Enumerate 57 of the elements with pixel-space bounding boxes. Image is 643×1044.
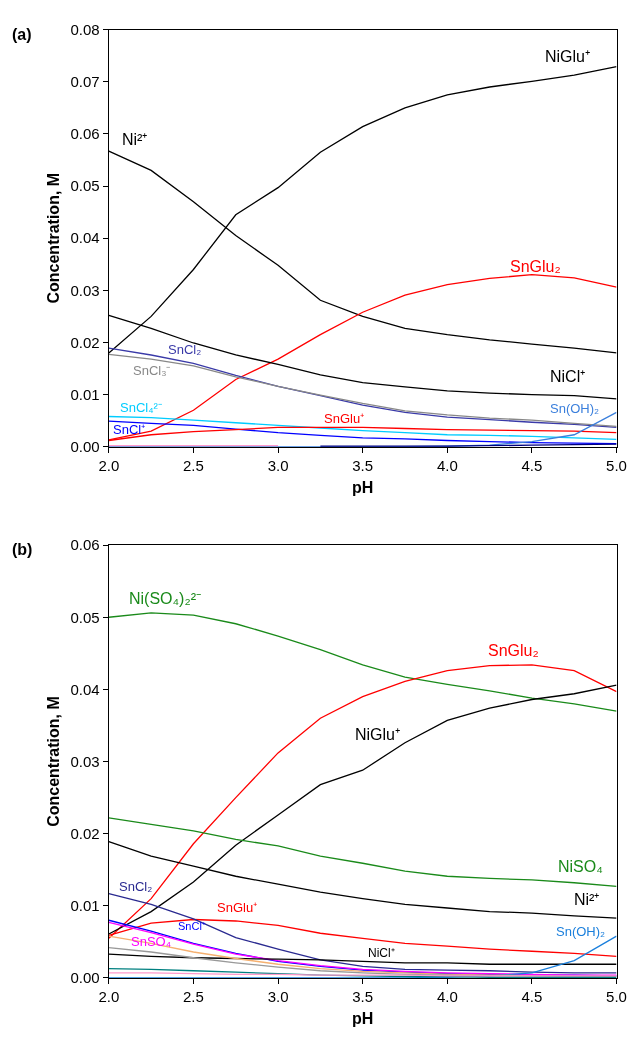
chart-title: (b): [12, 541, 33, 558]
x-tick-label: 2.5: [183, 988, 204, 1006]
y-tick-label: 0.04: [70, 680, 100, 698]
y-tick-label: 0.03: [70, 752, 100, 770]
series-label: SnCl⁺: [178, 920, 206, 932]
series-label: SnGlu₂: [510, 258, 561, 275]
series-label: NiSO₄: [558, 858, 603, 875]
chart-title: (a): [12, 26, 32, 43]
series-label: Ni²⁺: [574, 891, 600, 908]
y-tick-label: 0.02: [70, 333, 100, 351]
x-tick-label: 4.5: [521, 988, 543, 1006]
x-tick-label: 5.0: [606, 988, 627, 1006]
y-tick-label: 0.02: [70, 824, 100, 842]
series-label: Ni(SO₄)₂²⁻: [129, 590, 201, 607]
y-tick-label: 0.00: [70, 969, 100, 987]
series-label: NiGlu⁺: [545, 48, 591, 65]
y-tick-label: 0.01: [70, 897, 100, 915]
series-label: SnCl₂: [119, 879, 153, 894]
y-tick-label: 0.00: [70, 438, 100, 456]
x-axis-title: pH: [352, 478, 374, 496]
x-tick-label: 2.0: [98, 456, 120, 474]
series-label: SnGlu₂: [488, 642, 539, 659]
x-tick-label: 3.5: [352, 456, 374, 474]
series-label: SnCl₃⁻: [133, 363, 171, 378]
series-label: SnGlu⁺: [324, 411, 365, 426]
series-label: SnGlu⁺: [217, 900, 258, 915]
x-tick-label: 3.0: [267, 988, 289, 1006]
y-tick-label: 0.06: [70, 536, 100, 554]
y-tick-label: 0.05: [70, 177, 100, 195]
series-label: SnCl₄²⁻: [120, 400, 162, 415]
y-axis-title: Concentration, M: [45, 696, 63, 827]
y-tick-label: 0.03: [70, 281, 100, 299]
y-tick-label: 0.05: [70, 608, 100, 626]
legend-label: Ni²⁺: [122, 131, 148, 148]
series-label: SnSO₄: [131, 934, 171, 949]
x-tick-label: 4.5: [521, 456, 543, 474]
series-label: SnCl⁺: [113, 422, 146, 437]
y-tick-label: 0.06: [70, 125, 100, 143]
x-axis-title: pH: [352, 1009, 374, 1027]
series-label: SnCl₂: [168, 342, 202, 357]
x-tick-label: 2.5: [183, 456, 204, 474]
series-label: NiCl⁺: [550, 368, 586, 385]
x-tick-label: 4.0: [436, 456, 458, 474]
x-tick-label: 3.0: [267, 456, 289, 474]
y-tick-label: 0.07: [70, 73, 100, 91]
x-tick-label: 2.0: [98, 988, 120, 1006]
series-label: Sn(OH)₂: [550, 401, 600, 416]
x-tick-label: 4.0: [436, 988, 458, 1006]
y-tick-label: 0.01: [70, 385, 100, 403]
x-tick-label: 3.5: [352, 988, 374, 1006]
x-tick-label: 5.0: [606, 456, 627, 474]
series-label: NiGlu⁺: [355, 726, 401, 743]
y-tick-label: 0.08: [70, 20, 100, 38]
y-axis-title: Concentration, M: [45, 172, 63, 304]
y-tick-label: 0.04: [70, 229, 100, 247]
series-label: Sn(OH)₂: [556, 924, 606, 939]
series-label: NiCl⁺: [368, 946, 395, 960]
